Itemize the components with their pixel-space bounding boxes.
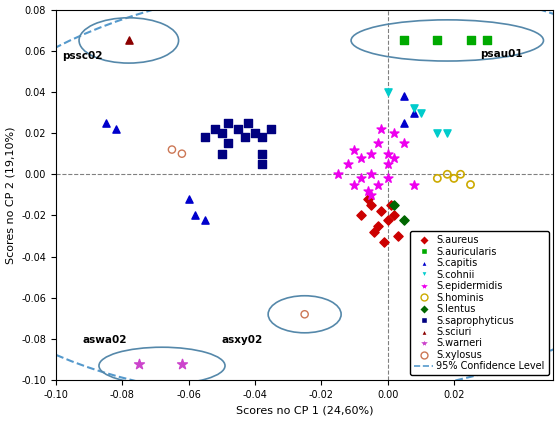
Point	[250, 130, 259, 136]
Point	[191, 212, 200, 219]
Point	[433, 175, 442, 182]
Point	[357, 212, 366, 219]
Point	[390, 212, 399, 219]
Point	[410, 105, 419, 112]
Point	[386, 202, 395, 208]
Point	[350, 146, 359, 153]
Point	[393, 233, 402, 240]
Point	[376, 208, 385, 215]
Point	[177, 360, 186, 367]
Point	[300, 311, 309, 318]
Point	[257, 150, 266, 157]
Point	[466, 181, 475, 188]
Point	[410, 181, 419, 188]
Point	[390, 155, 399, 161]
Point	[400, 216, 409, 223]
Point	[333, 171, 342, 178]
Point	[383, 175, 392, 182]
Text: psau01: psau01	[481, 49, 523, 59]
Point	[466, 37, 475, 44]
Point	[400, 93, 409, 99]
Point	[134, 360, 143, 367]
Point	[101, 120, 110, 126]
Point	[443, 253, 452, 260]
Point	[111, 125, 120, 132]
Point	[217, 150, 226, 157]
Point	[433, 37, 442, 44]
Point	[177, 150, 186, 157]
Point	[168, 146, 177, 153]
Point	[376, 125, 385, 132]
Point	[443, 171, 452, 178]
Text: pssc02: pssc02	[63, 51, 103, 61]
Point	[363, 196, 372, 203]
Point	[217, 130, 226, 136]
Legend: S.aureus, S.auricularis, S.capitis, S.cohnii, S.epidermidis, S.hominis, S.lentus: S.aureus, S.auricularis, S.capitis, S.co…	[410, 232, 548, 375]
Point	[410, 109, 419, 116]
Point	[211, 125, 220, 132]
Point	[383, 150, 392, 157]
Y-axis label: Scores no CP 2 (19,10%): Scores no CP 2 (19,10%)	[6, 126, 16, 264]
Point	[257, 160, 266, 167]
X-axis label: Scores no CP 1 (24,60%): Scores no CP 1 (24,60%)	[236, 405, 373, 416]
Point	[373, 140, 382, 147]
Point	[343, 160, 352, 167]
Point	[367, 150, 376, 157]
Point	[350, 181, 359, 188]
Point	[267, 125, 276, 132]
Point	[390, 202, 399, 208]
Point	[383, 160, 392, 167]
Point	[380, 239, 389, 245]
Point	[433, 130, 442, 136]
Point	[443, 130, 452, 136]
Point	[201, 134, 210, 141]
Point	[357, 155, 366, 161]
Point	[257, 134, 266, 141]
Point	[456, 171, 465, 178]
Point	[370, 229, 379, 235]
Point	[357, 175, 366, 182]
Point	[224, 140, 233, 147]
Text: aswa02: aswa02	[82, 335, 127, 345]
Point	[363, 187, 372, 194]
Point	[201, 216, 210, 223]
Point	[373, 222, 382, 229]
Point	[400, 37, 409, 44]
Point	[373, 181, 382, 188]
Point	[244, 120, 253, 126]
Point	[390, 130, 399, 136]
Point	[184, 196, 193, 203]
Point	[234, 125, 243, 132]
Point	[449, 175, 458, 182]
Point	[400, 120, 409, 126]
Point	[367, 171, 376, 178]
Point	[400, 140, 409, 147]
Point	[224, 120, 233, 126]
Point	[416, 109, 425, 116]
Point	[124, 37, 133, 44]
Point	[367, 202, 376, 208]
Point	[240, 134, 249, 141]
Point	[383, 216, 392, 223]
Point	[383, 88, 392, 95]
Point	[367, 192, 376, 198]
Point	[482, 37, 491, 44]
Text: asxy02: asxy02	[222, 335, 263, 345]
